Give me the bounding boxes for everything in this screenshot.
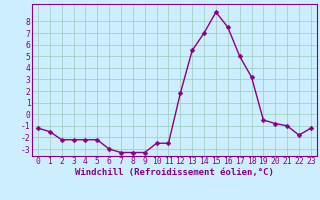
X-axis label: Windchill (Refroidissement éolien,°C): Windchill (Refroidissement éolien,°C) bbox=[75, 168, 274, 177]
